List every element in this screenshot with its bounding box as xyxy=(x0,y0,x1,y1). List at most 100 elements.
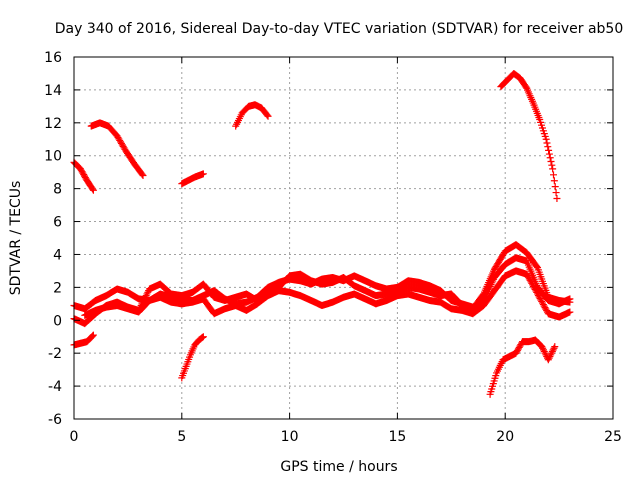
chart-title: Day 340 of 2016, Sidereal Day-to-day VTE… xyxy=(55,21,624,37)
data-point-interp xyxy=(532,287,540,295)
data-point-interp xyxy=(522,83,530,91)
data-point xyxy=(199,170,207,178)
data-point-interp xyxy=(120,144,128,152)
x-tick-label: 0 xyxy=(70,429,79,445)
data-point xyxy=(523,270,531,278)
axis-ticks: 0 5 10 15 20 25 -6 -4 -2 0 2 4 6 8 10 12 14 16 xyxy=(44,50,622,445)
data-point xyxy=(113,132,121,140)
data-point-interp xyxy=(542,305,550,313)
y-tick-label: 2 xyxy=(53,280,62,296)
data-point-interp xyxy=(88,333,96,341)
data-point-interp xyxy=(143,290,151,298)
grid-lines xyxy=(74,57,613,419)
data-point-interp xyxy=(544,143,552,151)
data-point-interp xyxy=(537,296,545,304)
data-point-interp xyxy=(531,285,539,293)
data-point-interp xyxy=(529,282,537,290)
data-point-interp xyxy=(549,171,557,179)
data-point-interp xyxy=(524,272,532,280)
data-point-interp xyxy=(541,304,549,312)
data-point-interp xyxy=(548,161,556,169)
data-point-interp xyxy=(198,334,206,342)
data-point-interp xyxy=(546,352,554,360)
data-point-interp xyxy=(539,301,547,309)
data-point xyxy=(264,112,272,120)
data-point-interp xyxy=(263,111,271,119)
data-point-interp xyxy=(545,354,553,362)
data-point-interp xyxy=(114,133,122,141)
data-point-interp xyxy=(527,278,535,286)
x-tick-label: 5 xyxy=(177,429,186,445)
data-point-interp xyxy=(529,281,537,289)
series-arc-7 xyxy=(178,333,207,382)
y-tick-label: -6 xyxy=(48,412,62,428)
data-point-interp xyxy=(545,150,553,158)
data-point-interp xyxy=(89,185,97,193)
data-point-interp xyxy=(530,284,538,292)
data-point-interp xyxy=(546,154,554,162)
x-tick-label: 20 xyxy=(496,429,514,445)
data-point-interp xyxy=(118,141,126,149)
data-point-interp xyxy=(539,346,547,354)
data-point-interp xyxy=(117,139,125,147)
data-point xyxy=(139,171,147,179)
y-tick-label: 16 xyxy=(44,50,62,66)
series-arc-3 xyxy=(178,170,207,188)
data-point-interp xyxy=(528,279,536,287)
data-point-interp xyxy=(140,295,148,303)
data-point-interp xyxy=(534,291,542,299)
data-point xyxy=(542,135,550,143)
data-point-interp xyxy=(535,293,543,301)
data-point-interp xyxy=(144,288,152,296)
data-point-interp xyxy=(198,333,206,341)
data-point xyxy=(566,298,574,306)
data-point-interp xyxy=(539,299,547,307)
y-tick-label: 6 xyxy=(53,215,62,231)
data-point-interp xyxy=(533,288,541,296)
data-point xyxy=(551,343,559,351)
y-tick-label: -2 xyxy=(48,346,62,362)
data-point-interp xyxy=(550,177,558,185)
data-point-interp xyxy=(138,170,146,178)
data-point-interp xyxy=(548,348,556,356)
x-tick-label: 25 xyxy=(604,429,622,445)
series-arc-8 xyxy=(486,336,559,398)
x-tick-label: 15 xyxy=(388,429,406,445)
y-tick-label: 10 xyxy=(44,149,62,165)
data-point-interp xyxy=(545,146,553,154)
y-tick-label: 8 xyxy=(53,182,62,198)
x-axis-label: GPS time / hours xyxy=(280,459,397,475)
data-point-interp xyxy=(526,276,534,284)
data-point xyxy=(89,186,97,194)
data-point-interp xyxy=(116,136,124,144)
data-point-interp xyxy=(551,183,559,191)
data-point-interp xyxy=(543,139,551,147)
x-tick-label: 10 xyxy=(281,429,299,445)
data-point xyxy=(199,333,207,341)
data-point xyxy=(553,195,561,203)
data-point-interp xyxy=(547,157,555,165)
data-point-interp xyxy=(550,344,558,352)
data-point-interp xyxy=(548,349,556,357)
data-point-interp xyxy=(552,189,560,197)
data-point xyxy=(534,290,542,298)
data-point-interp xyxy=(524,273,532,281)
data-point xyxy=(544,356,552,364)
data-point-interp xyxy=(533,262,541,270)
data-point-interp xyxy=(540,348,548,356)
series-band-3 xyxy=(81,267,574,321)
data-point xyxy=(89,331,97,339)
data-point-interp xyxy=(142,292,150,300)
data-point-interp xyxy=(538,298,546,306)
data-point xyxy=(549,165,557,173)
data-point-interp xyxy=(540,302,548,310)
plot-frame xyxy=(73,56,614,420)
data-point xyxy=(538,343,546,351)
y-tick-label: 12 xyxy=(44,116,62,132)
y-tick-label: -4 xyxy=(48,379,62,395)
data-point-interp xyxy=(479,291,487,299)
data-point-interp xyxy=(539,344,547,352)
data-point-interp xyxy=(541,349,549,357)
data-point-interp xyxy=(549,346,557,354)
data-point-interp xyxy=(89,332,97,340)
